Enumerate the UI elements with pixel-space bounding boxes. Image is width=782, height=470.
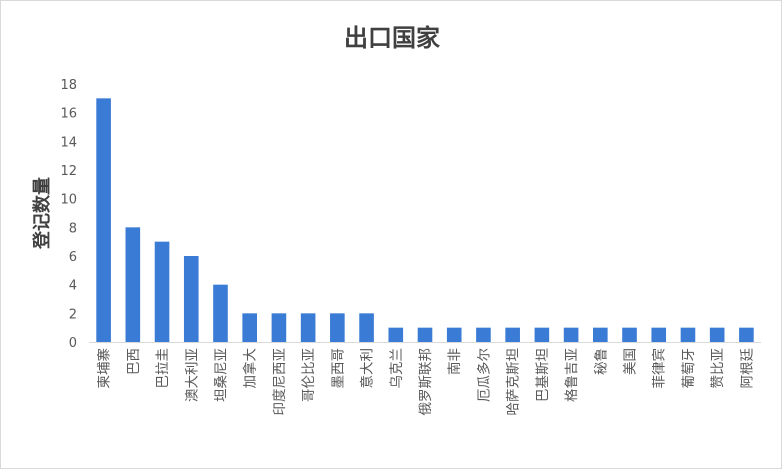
x-tick-label: 哥伦比亚 bbox=[301, 348, 317, 402]
bars bbox=[96, 98, 754, 342]
bar bbox=[359, 313, 374, 342]
chart-title: 出口国家 bbox=[344, 24, 440, 52]
x-tick-label: 俄罗斯联邦 bbox=[418, 348, 434, 416]
bar bbox=[593, 327, 608, 342]
x-tick-label: 秘鲁 bbox=[593, 348, 609, 375]
x-tick-label: 澳大利亚 bbox=[184, 348, 200, 402]
bar bbox=[446, 327, 462, 342]
x-tick-label: 巴西 bbox=[126, 348, 142, 375]
bar bbox=[125, 227, 141, 342]
x-tick-label: 意大利 bbox=[359, 348, 376, 389]
y-tick-label: 0 bbox=[69, 336, 77, 351]
bar bbox=[96, 98, 111, 342]
x-tick-label: 哈萨克斯坦 bbox=[506, 348, 522, 416]
bar bbox=[330, 313, 345, 342]
x-axis-ticks: 柬埔寨 巴西 巴拉圭 澳大利亚 坦桑尼亚 加拿大 印度尼西亚 哥伦比亚 墨西哥 意大利 乌克兰 俄罗斯… bbox=[96, 348, 756, 416]
y-tick-label: 2 bbox=[69, 307, 77, 322]
x-tick-label: 南非 bbox=[447, 348, 463, 375]
y-tick-label: 14 bbox=[60, 135, 77, 150]
y-tick-label: 8 bbox=[69, 221, 77, 236]
bar bbox=[476, 327, 491, 342]
bar bbox=[388, 327, 404, 342]
x-tick-label: 坦桑尼亚 bbox=[213, 348, 229, 402]
x-tick-label: 赞比亚 bbox=[710, 348, 726, 389]
x-tick-label: 巴拉圭 bbox=[155, 348, 171, 389]
y-tick-label: 10 bbox=[60, 193, 77, 208]
bar bbox=[680, 327, 696, 342]
x-tick-label: 印度尼西亚 bbox=[272, 348, 288, 416]
x-tick-label: 格鲁吉亚 bbox=[564, 348, 580, 402]
bar bbox=[505, 327, 520, 342]
bar bbox=[651, 327, 667, 342]
x-tick-label: 阿根廷 bbox=[739, 348, 755, 389]
x-tick-label: 柬埔寨 bbox=[96, 348, 113, 389]
x-tick-label: 墨西哥 bbox=[330, 348, 346, 389]
x-tick-label: 乌克兰 bbox=[389, 348, 405, 389]
bar bbox=[300, 313, 316, 342]
y-tick-label: 18 bbox=[60, 78, 77, 93]
bar bbox=[183, 256, 199, 342]
bar bbox=[154, 241, 170, 342]
y-tick-label: 12 bbox=[60, 164, 77, 179]
bar bbox=[242, 313, 257, 342]
y-axis-label: 登记数量 bbox=[31, 177, 53, 250]
bar bbox=[213, 284, 228, 342]
x-tick-label: 葡萄牙 bbox=[681, 348, 697, 389]
x-tick-label: 菲律宾 bbox=[652, 348, 668, 389]
x-tick-label: 美国 bbox=[623, 348, 639, 375]
y-tick-label: 4 bbox=[69, 279, 77, 294]
bar bbox=[622, 327, 637, 342]
y-axis-ticks: 0 2 4 6 8 10 12 14 16 18 bbox=[60, 78, 77, 351]
bar bbox=[417, 327, 433, 342]
bar bbox=[271, 313, 287, 342]
y-tick-label: 6 bbox=[69, 250, 77, 265]
bar bbox=[563, 327, 579, 342]
x-tick-label: 巴基斯坦 bbox=[534, 348, 551, 402]
x-tick-label: 加拿大 bbox=[242, 348, 259, 389]
bar bbox=[709, 327, 725, 342]
y-tick-label: 16 bbox=[60, 107, 77, 122]
bar bbox=[534, 327, 550, 342]
x-tick-label: 厄瓜多尔 bbox=[475, 348, 492, 402]
bar bbox=[739, 327, 754, 342]
